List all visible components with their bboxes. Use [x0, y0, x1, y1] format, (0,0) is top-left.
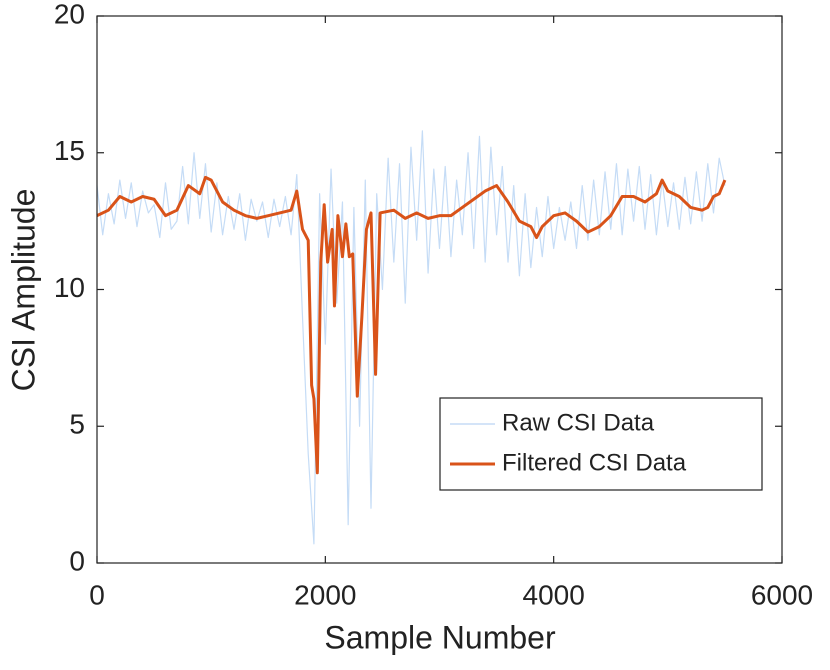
- y-tick-label: 0: [69, 545, 85, 576]
- x-axis-label: Sample Number: [324, 619, 556, 655]
- legend: Raw CSI Data Filtered CSI Data: [439, 397, 763, 491]
- series-line: [96, 130, 726, 545]
- x-tick-label: 6000: [751, 579, 813, 610]
- y-tick-label: 20: [54, 0, 85, 29]
- x-tick-label: 0: [89, 579, 105, 610]
- y-tick-label: 10: [54, 272, 85, 303]
- legend-label: Raw CSI Data: [502, 409, 655, 436]
- y-tick-label: 15: [54, 135, 85, 166]
- x-tick-label: 2000: [294, 579, 356, 610]
- series-line: [96, 175, 727, 475]
- x-tick-label: 4000: [523, 579, 585, 610]
- y-axis-label: CSI Amplitude: [5, 189, 41, 392]
- y-tick-label: 5: [69, 409, 85, 440]
- legend-box: [439, 397, 763, 491]
- legend-label: Filtered CSI Data: [502, 449, 687, 476]
